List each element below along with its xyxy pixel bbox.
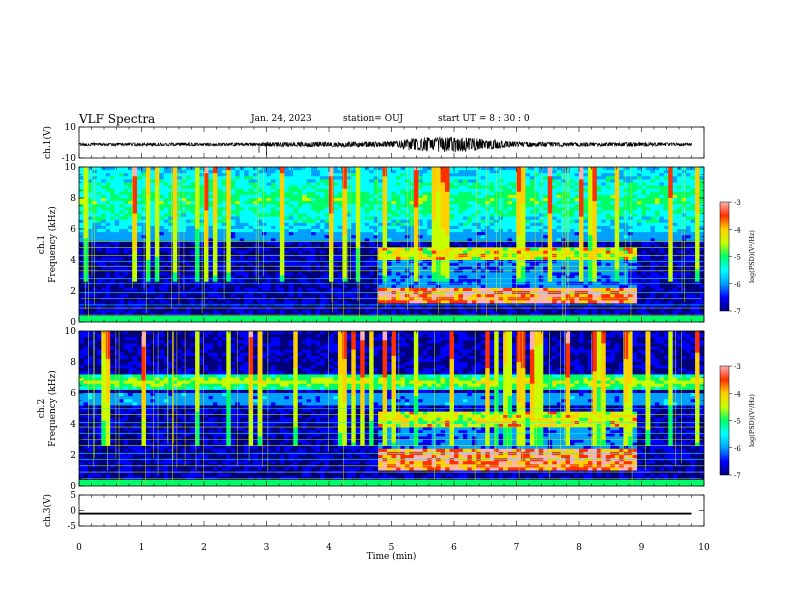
y-tick-label: 0 [70, 482, 76, 492]
station-label: station= OUJ [343, 114, 404, 124]
y-tick-label: 8 [70, 358, 76, 368]
date-label: Jan. 24, 2023 [251, 114, 312, 124]
y-tick-label: 0 [70, 318, 76, 328]
x-tick-label: 4 [326, 543, 332, 553]
x-tick-label: 0 [76, 543, 82, 553]
y-tick-label: 8 [70, 194, 76, 204]
y-tick-label: 5 [70, 491, 76, 501]
x-tick-label: 10 [698, 543, 710, 553]
colorbar-tick-label: -4 [734, 390, 741, 398]
y-axis-label: ch.3(V) [42, 494, 53, 527]
x-tick-label: 5 [389, 543, 395, 553]
ch1-waveform-line [78, 136, 692, 153]
y-tick-label: 4 [70, 256, 76, 266]
x-axis-label: Time (min) [367, 551, 417, 562]
y-tick-label: -5 [67, 522, 76, 532]
x-tick-label: 1 [139, 543, 145, 553]
colorbar-tick-label: -4 [734, 226, 741, 234]
y-tick-label: 2 [70, 287, 76, 297]
colorbar-tick-label: -3 [734, 199, 741, 207]
colorbar-tick-label: -7 [734, 308, 741, 316]
y-tick-label: 4 [70, 420, 76, 430]
y-tick-label: 10 [65, 123, 77, 133]
y-tick-label: 6 [70, 225, 76, 235]
colorbar-tick-label: -6 [734, 445, 741, 453]
colorbar-1 [719, 201, 730, 312]
y-axis-label: Frequency (kHz) [47, 370, 58, 447]
colorbar-label: log(PSD)(V²/Hz) [748, 230, 756, 283]
y-tick-label: 10 [65, 163, 77, 173]
spectrogram-1-image [79, 167, 704, 322]
y-axis-label: ch.1 [37, 235, 47, 254]
colorbar-tick-label: -5 [734, 418, 741, 426]
ch3-signal-line [79, 512, 692, 515]
y-axis-label: Frequency (kHz) [47, 206, 58, 283]
x-tick-label: 7 [514, 543, 520, 553]
y-tick-label: 6 [70, 389, 76, 399]
x-tick-label: 8 [576, 543, 582, 553]
y-axis-label: ch.2 [37, 399, 47, 418]
x-tick-label: 3 [264, 543, 270, 553]
y-tick-label: 2 [70, 451, 76, 461]
colorbar-label: log(PSD)(V²/Hz) [748, 394, 756, 447]
x-tick-label: 6 [451, 543, 457, 553]
x-tick-label: 2 [201, 543, 207, 553]
spectrogram-2-image [79, 331, 704, 486]
colorbar-tick-label: -5 [734, 254, 741, 262]
y-tick-label: 10 [65, 327, 77, 337]
chart-title: VLF Spectra [79, 112, 156, 126]
colorbar-tick-label: -6 [734, 281, 741, 289]
colorbar-tick-label: -7 [734, 472, 741, 480]
y-tick-label: 0 [70, 507, 76, 517]
colorbar-tick-label: -3 [734, 363, 741, 371]
start-time-label: start UT = 8 : 30 : 0 [438, 114, 530, 124]
colorbar-2 [719, 365, 730, 476]
x-tick-label: 9 [639, 543, 645, 553]
y-axis-label: ch.1(V) [42, 126, 53, 159]
y-tick-label: -10 [62, 154, 77, 164]
